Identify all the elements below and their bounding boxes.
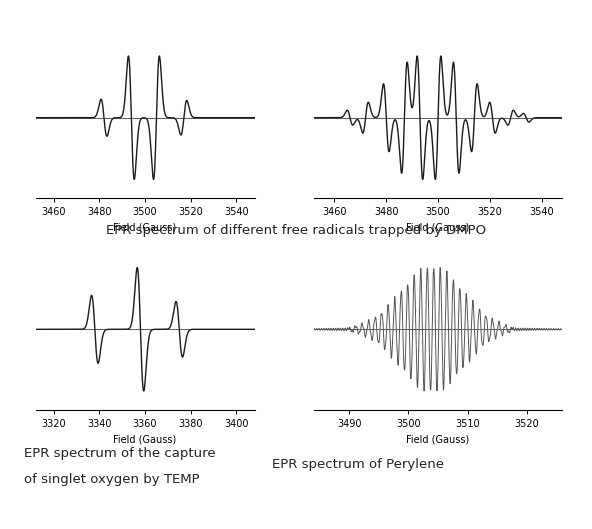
X-axis label: Field (Gauss): Field (Gauss) — [114, 434, 176, 444]
X-axis label: Field (Gauss): Field (Gauss) — [407, 434, 469, 444]
X-axis label: Field (Gauss): Field (Gauss) — [114, 223, 176, 233]
Text: of singlet oxygen by TEMP: of singlet oxygen by TEMP — [24, 473, 200, 487]
Text: EPR spectrum of Perylene: EPR spectrum of Perylene — [272, 458, 445, 471]
Text: EPR spectrum of different free radicals trapped by DMPO: EPR spectrum of different free radicals … — [106, 224, 486, 236]
Text: EPR spectrum of the capture: EPR spectrum of the capture — [24, 447, 215, 460]
X-axis label: Field (Gauss): Field (Gauss) — [407, 223, 469, 233]
